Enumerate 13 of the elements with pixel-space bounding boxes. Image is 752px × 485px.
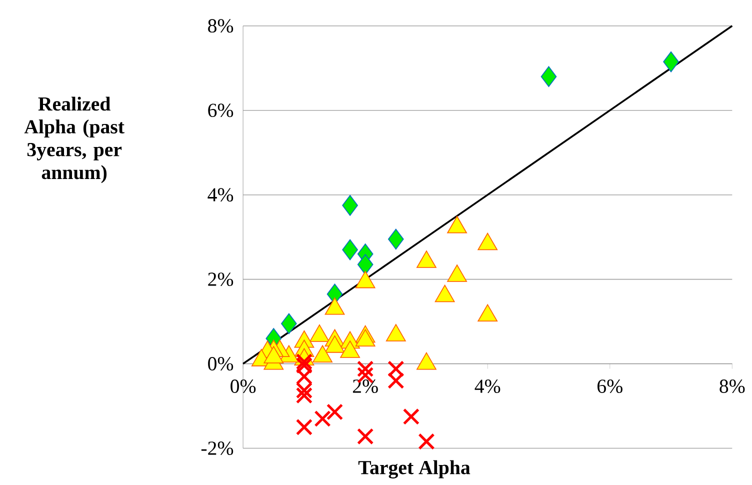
y-tick-label: 8% xyxy=(208,19,234,33)
x-tick-label: 0% xyxy=(230,380,256,393)
y-tick-label: 6% xyxy=(208,104,234,118)
x-tick-label: 4% xyxy=(474,380,500,393)
y-tick-label: 0% xyxy=(208,357,234,370)
y-tick-label: -2% xyxy=(201,441,234,455)
y-axis-title: Realized Alpha (past 3years, per annum) xyxy=(24,96,124,184)
y-tick-label: 2% xyxy=(208,272,234,286)
x-axis-title: Target Alpha xyxy=(358,460,470,478)
x-tick-label: 2% xyxy=(352,380,378,393)
y-tick-label: 4% xyxy=(208,188,234,202)
x-tick-label: 6% xyxy=(598,380,622,393)
x-tick-label: 8% xyxy=(720,380,745,393)
